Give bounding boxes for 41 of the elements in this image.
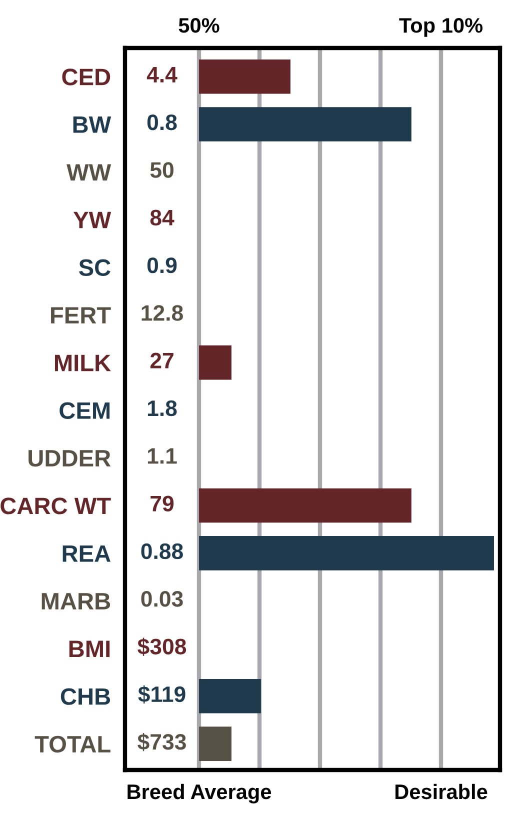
text: $119: [138, 685, 186, 704]
y-tick-label: MARB: [42, 593, 110, 610]
y-tick-label: TOTAL: [34, 736, 110, 753]
text: 27: [150, 352, 174, 368]
y-tick-label: CARC WT: [0, 498, 111, 514]
y-tick-label: BMI: [69, 640, 110, 658]
text: 0.88: [141, 543, 183, 560]
y-tick-label: CHB: [60, 688, 110, 705]
text: 0.8: [147, 114, 177, 130]
text: 79: [150, 496, 174, 512]
text: 4.4: [146, 67, 178, 82]
bar: [199, 726, 232, 761]
text: 84: [150, 210, 174, 226]
text: 0.9: [147, 257, 177, 274]
y-tick-label: FERT: [51, 307, 111, 324]
bar: [199, 536, 494, 570]
text: Breed Average: [128, 784, 272, 804]
text: 12.8: [142, 305, 183, 321]
bar: [199, 107, 412, 142]
bar: [199, 345, 232, 380]
bar: [199, 59, 290, 94]
text: Top 10%: [399, 18, 483, 37]
text: $308: [138, 638, 186, 656]
text: $733: [138, 733, 186, 752]
y-tick-label: YW: [73, 212, 112, 228]
text: 50%: [178, 18, 220, 33]
bar: [199, 678, 261, 714]
text: 1.1: [148, 448, 177, 464]
y-tick-label: BW: [73, 116, 112, 133]
bar: [199, 488, 412, 523]
y-tick-label: MILK: [54, 354, 111, 372]
y-tick-label: WW: [66, 164, 112, 180]
y-tick-label: CED: [62, 68, 110, 86]
y-tick-label: REA: [62, 545, 110, 562]
text: 0.03: [141, 591, 183, 607]
text: Desirable: [395, 784, 488, 800]
y-tick-label: SC: [78, 259, 110, 276]
text: 1.8: [148, 400, 177, 416]
y-tick-label: CEM: [60, 402, 110, 419]
y-tick-label: UDDER: [28, 450, 111, 467]
text: 50: [150, 162, 174, 178]
